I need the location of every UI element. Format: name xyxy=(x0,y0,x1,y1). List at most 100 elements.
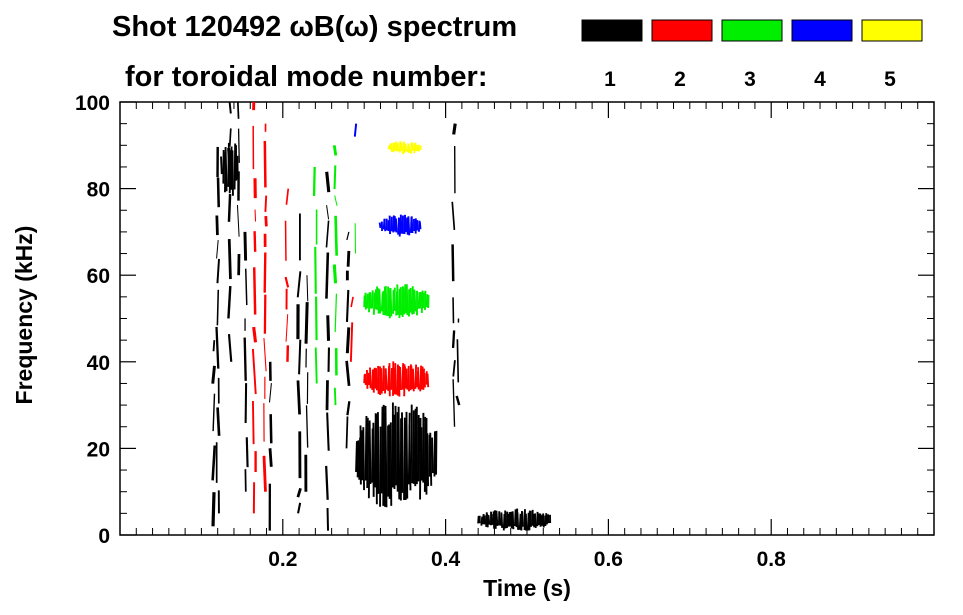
legend: 1 2 3 4 5 xyxy=(581,19,923,91)
region-mode-2 xyxy=(364,373,367,386)
x-axis-label: Time (s) xyxy=(483,575,571,601)
streak-mode-1 xyxy=(304,302,309,344)
legend-label-2: 2 xyxy=(674,68,686,91)
streak-mode-2 xyxy=(262,455,267,492)
streak-mode-1 xyxy=(228,101,232,114)
region-mode-3 xyxy=(389,287,393,317)
streak-mode-2 xyxy=(349,322,354,362)
streak-mode-1 xyxy=(306,275,309,302)
streak-mode-1 xyxy=(325,252,330,299)
region-mode-1 xyxy=(508,511,512,527)
region-mode-1 xyxy=(490,514,494,525)
region-mode-1 xyxy=(403,417,406,501)
region-mode-2 xyxy=(375,368,378,391)
streak-mode-1 xyxy=(216,177,220,208)
streak-mode-1 xyxy=(456,339,460,383)
region-mode-1 xyxy=(511,511,515,530)
streak-mode-1 xyxy=(325,465,329,500)
region-mode-1 xyxy=(514,509,517,527)
legend-label-5: 5 xyxy=(884,68,896,91)
y-tick-label: 40 xyxy=(87,352,110,375)
region-mode-1 xyxy=(493,510,497,529)
region-mode-2 xyxy=(401,363,405,390)
streak-mode-1 xyxy=(227,334,233,362)
region-mode-4 xyxy=(397,217,400,235)
region-mode-4 xyxy=(378,222,382,229)
streak-mode-3 xyxy=(333,387,337,406)
streak-mode-1 xyxy=(268,383,272,403)
y-tick-label: 20 xyxy=(87,438,110,461)
streak-mode-1 xyxy=(216,258,220,284)
streak-mode-2 xyxy=(263,338,267,372)
streak-mode-3 xyxy=(334,215,338,256)
region-mode-1 xyxy=(477,515,480,524)
streak-mode-2 xyxy=(350,296,354,308)
region-mode-1 xyxy=(429,432,433,486)
streak-mode-2 xyxy=(264,195,268,213)
streak-mode-2 xyxy=(284,276,290,288)
region-mode-1 xyxy=(366,417,369,489)
streak-mode-1 xyxy=(451,201,456,231)
region-mode-3 xyxy=(417,292,421,309)
region-mode-1 xyxy=(376,412,380,494)
region-mode-1 xyxy=(380,406,384,494)
streak-mode-3 xyxy=(314,246,317,294)
region-mode-1 xyxy=(224,147,228,192)
region-mode-1 xyxy=(545,513,548,525)
streak-mode-3 xyxy=(314,347,318,384)
region-mode-1 xyxy=(388,424,391,499)
streak-mode-1 xyxy=(452,379,456,427)
streak-mode-1 xyxy=(452,123,457,135)
region-mode-1 xyxy=(500,513,504,528)
x-tick-label: 0.8 xyxy=(757,548,787,571)
legend-swatch-5 xyxy=(861,19,923,42)
legend-label-3: 3 xyxy=(744,68,756,91)
region-mode-1 xyxy=(521,511,524,527)
streak-mode-1 xyxy=(237,128,240,163)
streak-mode-2 xyxy=(252,326,258,343)
streak-mode-1 xyxy=(227,239,232,280)
region-mode-4 xyxy=(418,221,422,230)
region-mode-2 xyxy=(369,367,372,389)
region-mode-5 xyxy=(402,141,406,153)
streak-mode-1 xyxy=(346,250,351,267)
streak-mode-1 xyxy=(451,330,456,348)
streak-mode-1 xyxy=(269,414,273,444)
streak-mode-1 xyxy=(211,365,216,384)
chart-title-line1: Shot 120492 ωB(ω) spectrum xyxy=(112,11,517,43)
legend-swatch-4 xyxy=(791,19,853,42)
streak-mode-2 xyxy=(285,188,290,205)
y-tick-label: 0 xyxy=(98,525,110,548)
chart-title-line2: for toroidal mode number: xyxy=(125,61,488,93)
region-mode-2 xyxy=(390,368,393,390)
region-mode-3 xyxy=(419,291,422,309)
y-tick-label: 80 xyxy=(87,179,110,202)
legend-label-4: 4 xyxy=(814,68,826,91)
streak-mode-1 xyxy=(346,401,351,416)
region-mode-1 xyxy=(518,513,522,530)
streak-mode-4 xyxy=(353,123,358,137)
region-mode-3 xyxy=(413,291,417,312)
region-mode-3 xyxy=(384,286,388,316)
region-mode-3 xyxy=(411,286,414,315)
streak-mode-1 xyxy=(325,171,331,193)
region-mode-1 xyxy=(356,440,360,478)
region-mode-1 xyxy=(510,511,513,529)
streak-mode-1 xyxy=(237,101,240,119)
y-tick-label: 60 xyxy=(87,265,110,288)
region-mode-1 xyxy=(495,510,499,526)
streak-mode-1 xyxy=(452,360,456,377)
region-mode-3 xyxy=(371,290,374,309)
region-mode-1 xyxy=(228,150,232,194)
region-mode-2 xyxy=(399,367,402,391)
streak-mode-1 xyxy=(211,445,217,481)
region-mode-1 xyxy=(482,514,485,525)
x-tick-label: 0.4 xyxy=(431,548,461,571)
streak-mode-1 xyxy=(451,244,455,282)
region-mode-1 xyxy=(526,512,530,531)
region-mode-1 xyxy=(492,511,496,529)
region-mode-2 xyxy=(422,368,425,390)
streak-mode-3 xyxy=(332,145,338,156)
y-axis-label: Frequency (kHz) xyxy=(11,226,37,405)
streak-mode-3 xyxy=(334,293,338,333)
